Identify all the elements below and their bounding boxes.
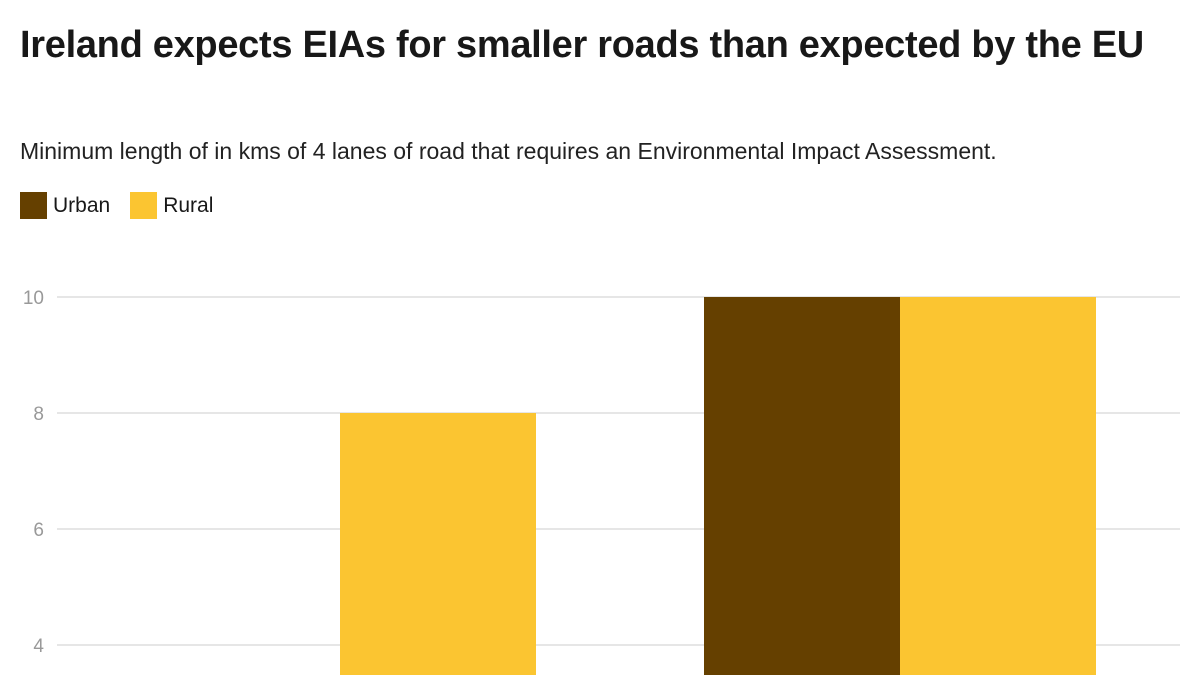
bar-rural bbox=[340, 413, 536, 675]
legend-swatch-rural bbox=[130, 192, 158, 219]
y-tick-label: 4 bbox=[33, 636, 44, 657]
legend-item-rural: Rural bbox=[130, 192, 213, 219]
chart-title: Ireland expects EIAs for smaller roads t… bbox=[20, 24, 1144, 66]
legend-label-rural: Rural bbox=[163, 193, 214, 217]
legend-label-urban: Urban bbox=[53, 193, 111, 217]
legend-swatch-urban bbox=[20, 192, 47, 219]
y-tick-label: 8 bbox=[33, 404, 44, 425]
legend-item-urban: Urban bbox=[20, 192, 110, 219]
y-tick-label: 10 bbox=[23, 288, 44, 309]
bar-rural bbox=[900, 297, 1096, 675]
bar-urban bbox=[704, 297, 900, 675]
chart-subtitle: Minimum length of in kms of 4 lanes of r… bbox=[20, 138, 997, 164]
legend: Urban Rural bbox=[20, 192, 233, 219]
y-tick-label: 6 bbox=[33, 520, 44, 541]
